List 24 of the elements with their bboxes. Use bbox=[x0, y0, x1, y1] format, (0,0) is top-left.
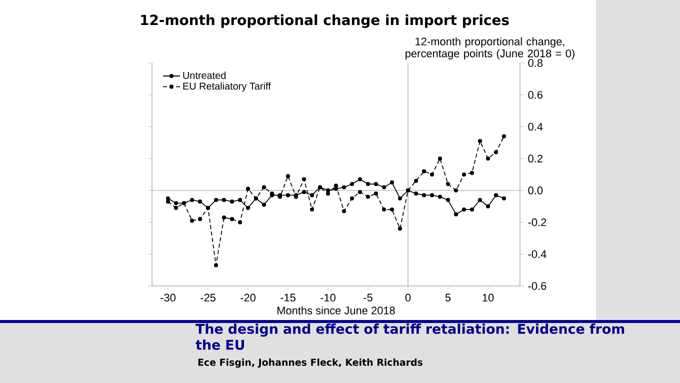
y-axis-title: 12-month proportional change, percentage points (June 2018 = 0) bbox=[406, 37, 574, 60]
y-tick-label: 0.8 bbox=[528, 59, 543, 67]
x-tick-label: -10 bbox=[320, 294, 336, 302]
x-tick-label: -25 bbox=[200, 294, 216, 302]
x-tick-label: 10 bbox=[482, 294, 494, 302]
y-tick-label: -0.2 bbox=[528, 218, 546, 226]
y-tick-label: 0.4 bbox=[528, 122, 543, 131]
text: Ece Fisgin, Johannes Fleck, Keith Richards bbox=[198, 358, 422, 368]
x-tick-label: -30 bbox=[160, 294, 176, 302]
x-tick-label: 0 bbox=[405, 294, 411, 302]
legend-label: EU Retaliatory Tariff bbox=[183, 82, 271, 92]
text: The design and effect of tariff retaliation: Evidence from the EU bbox=[196, 324, 624, 350]
y-tick-label: 0.0 bbox=[528, 186, 543, 194]
x-tick-label: -20 bbox=[240, 294, 256, 302]
x-tick-label: -5 bbox=[364, 294, 372, 302]
y-tick-label: 0.2 bbox=[528, 154, 542, 162]
x-axis-title: Months since June 2018 bbox=[278, 306, 395, 314]
y-tick-label: 0.6 bbox=[528, 90, 543, 99]
chart-title: 12-month proportional change in import prices bbox=[141, 14, 509, 28]
x-tick-label: -15 bbox=[280, 294, 296, 302]
y-tick-label: -0.4 bbox=[528, 250, 546, 258]
x-tick-label: 5 bbox=[445, 294, 451, 302]
y-tick-label: -0.6 bbox=[528, 282, 546, 290]
legend-label: Untreated bbox=[183, 72, 226, 79]
